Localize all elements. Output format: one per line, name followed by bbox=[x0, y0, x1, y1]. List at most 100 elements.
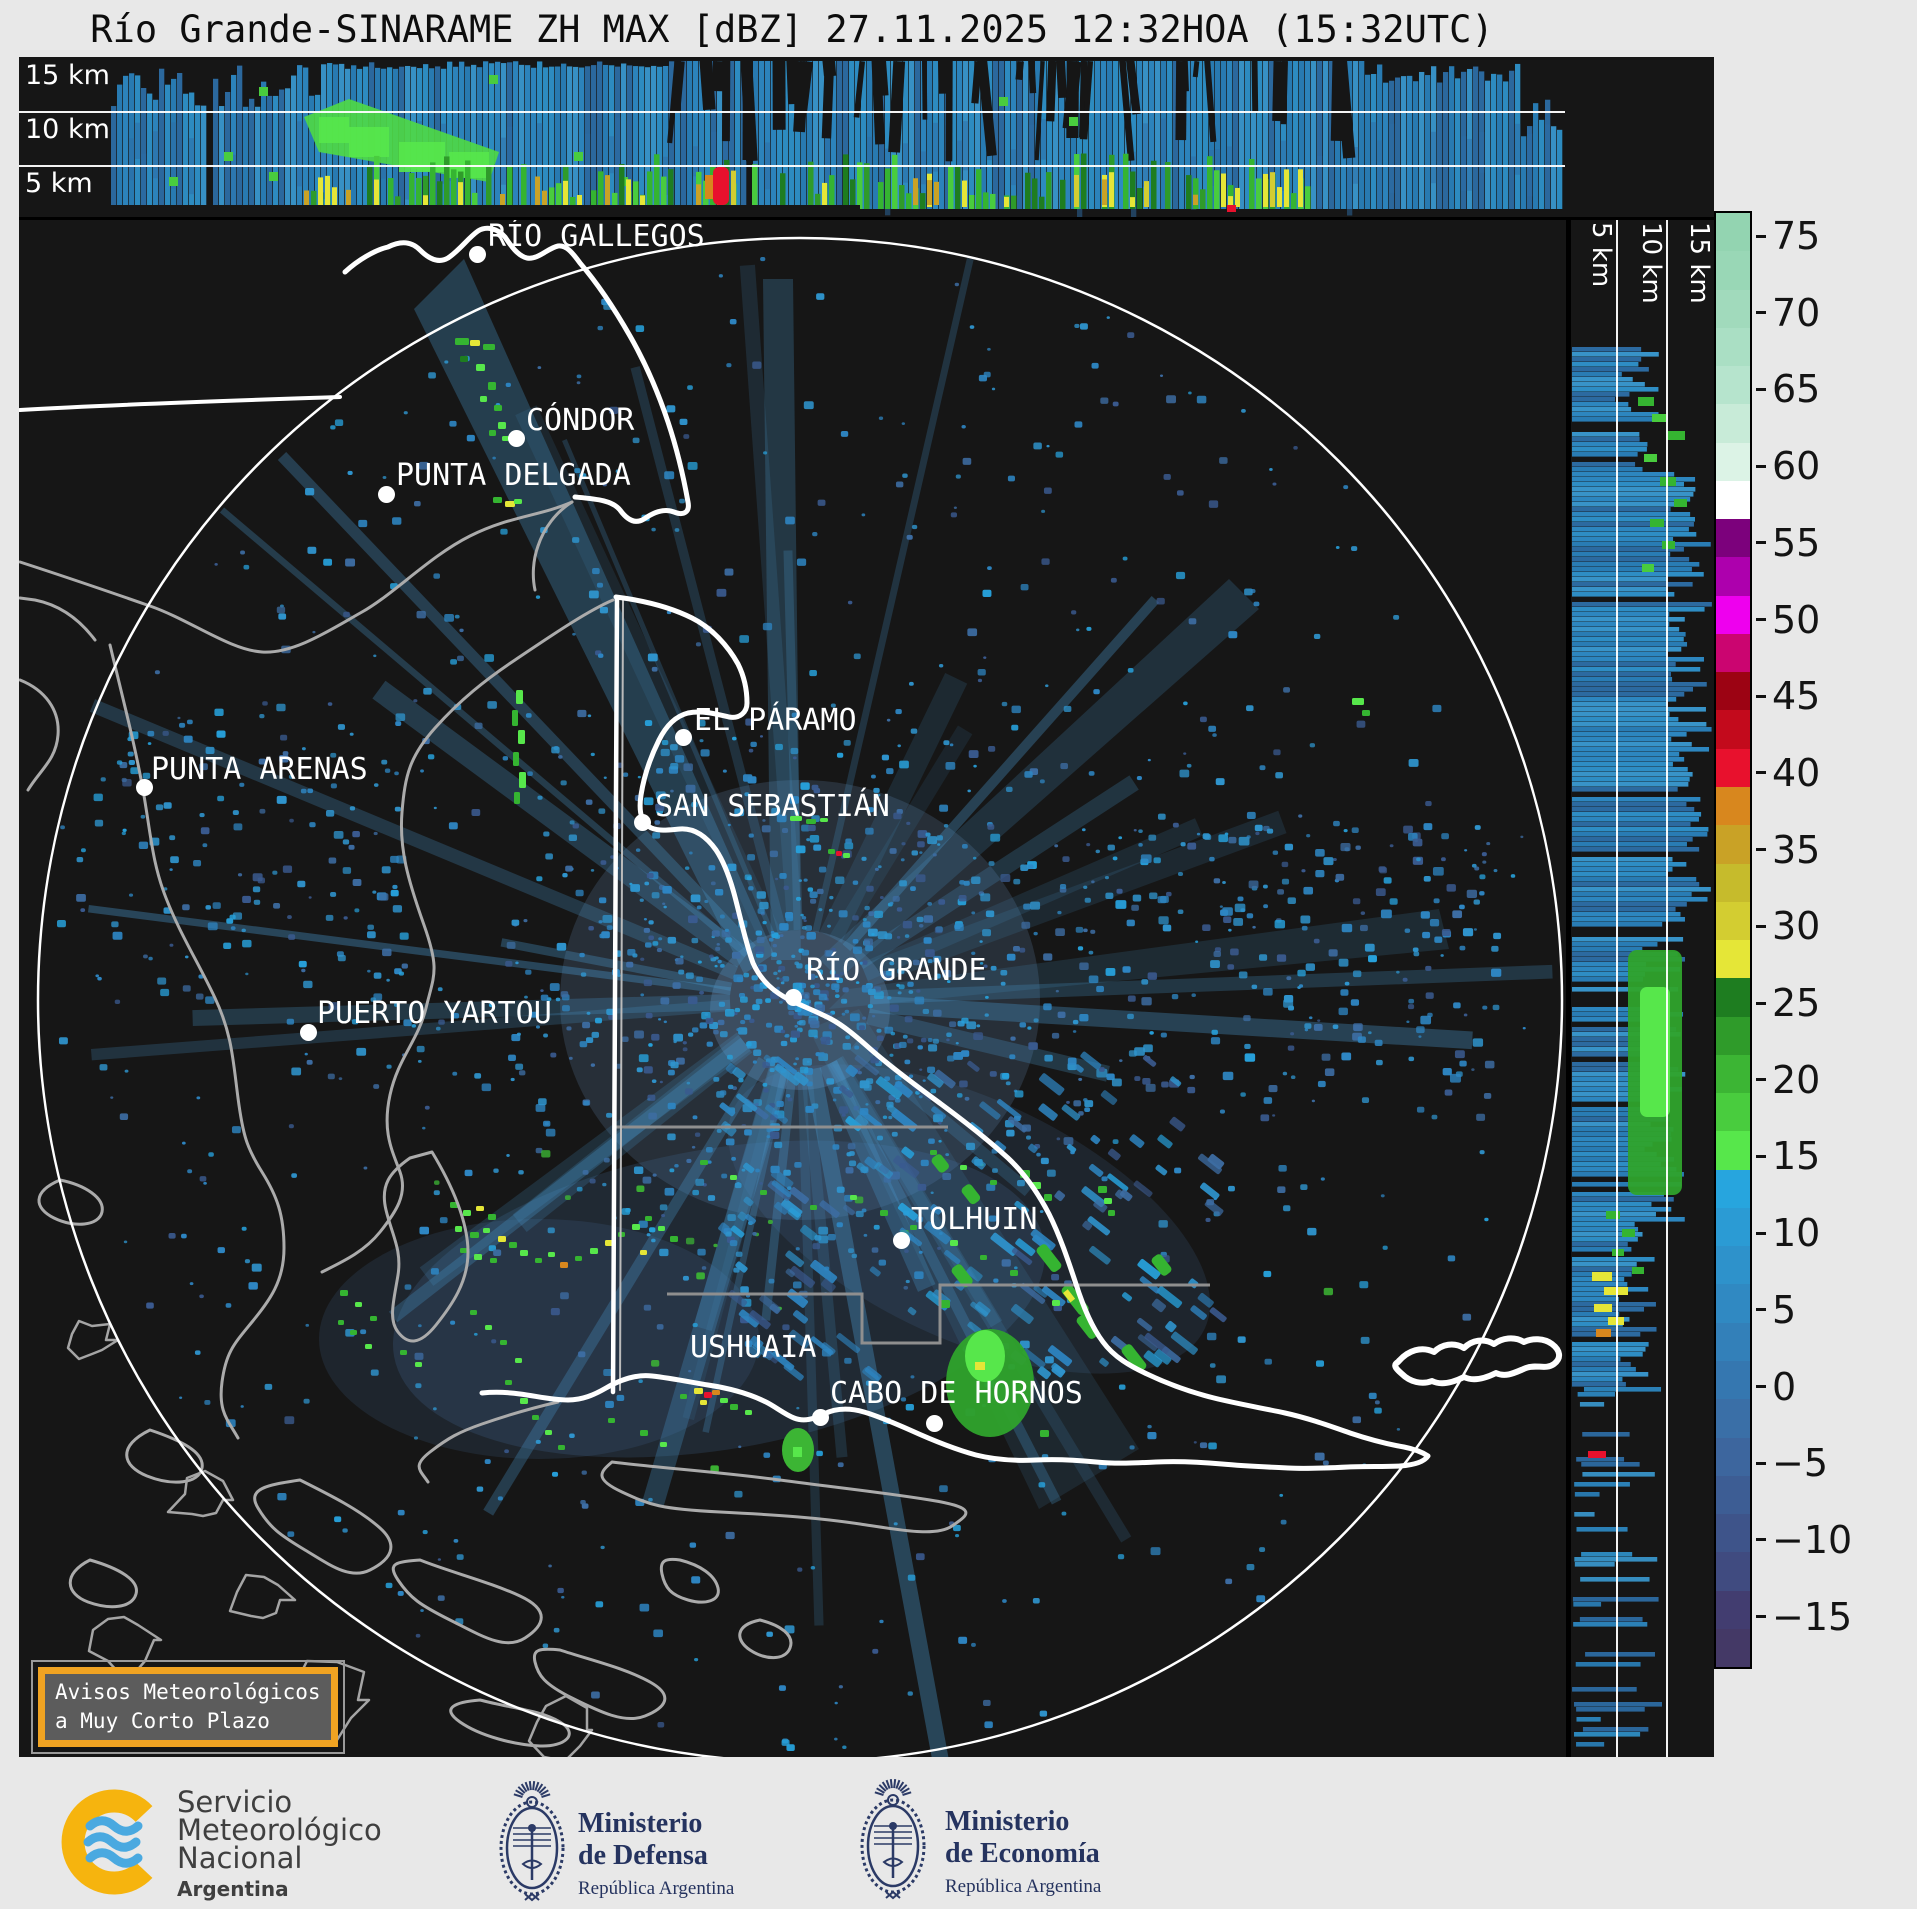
colorbar-tickmark bbox=[1756, 1461, 1766, 1465]
ministry-defensa-wordmark: Ministerio de Defensa República Argentin… bbox=[578, 1808, 734, 1900]
colorbar-tickmark bbox=[1756, 1001, 1766, 1005]
city-label: CABO DE HORNOS bbox=[830, 1376, 1083, 1411]
colorbar-tick-label: 65 bbox=[1772, 367, 1821, 412]
colorbar-tick-label: 75 bbox=[1772, 214, 1821, 258]
smn-line: Meteorológico bbox=[177, 1813, 382, 1847]
colorbar-tickmark bbox=[1756, 1154, 1766, 1158]
colorbar-segment bbox=[1716, 1552, 1750, 1591]
panel-divider bbox=[1566, 219, 1571, 1757]
ministry-line: de Economía bbox=[945, 1838, 1100, 1869]
colorbar-segment bbox=[1716, 978, 1750, 1017]
city-dot bbox=[675, 729, 692, 746]
colorbar-segment bbox=[1716, 940, 1750, 979]
colorbar-tick-label: 70 bbox=[1772, 290, 1821, 335]
colorbar-segment bbox=[1716, 1093, 1750, 1132]
smn-wordmark: Servicio Meteorológico Nacional Argentin… bbox=[177, 1788, 382, 1902]
ministry-line: Ministerio bbox=[945, 1806, 1070, 1837]
ministry-country: República Argentina bbox=[945, 1876, 1102, 1897]
colorbar-segment bbox=[1716, 1169, 1750, 1208]
colorbar-segment bbox=[1716, 633, 1750, 673]
colorbar-tickmark bbox=[1756, 771, 1766, 775]
colorbar-segment bbox=[1716, 327, 1750, 367]
colorbar-tick-label: −10 bbox=[1772, 1517, 1853, 1562]
altitude-label-5km: 5 km bbox=[25, 168, 93, 199]
altitude-gridline-10km bbox=[1666, 219, 1668, 1757]
city-dot bbox=[785, 989, 802, 1006]
altitude-label-5km: 5 km bbox=[1586, 222, 1616, 288]
coat-of-arms-icon bbox=[860, 1779, 926, 1900]
colorbar-tickmark bbox=[1756, 541, 1766, 545]
colorbar-tickmark bbox=[1756, 1078, 1766, 1082]
colorbar-tick-label: 50 bbox=[1772, 597, 1821, 642]
colorbar-tick-label: 20 bbox=[1772, 1057, 1821, 1102]
colorbar-segment bbox=[1716, 1514, 1750, 1553]
colorbar-segment bbox=[1716, 1016, 1750, 1055]
smn-line: Nacional bbox=[177, 1841, 303, 1875]
city-dot bbox=[508, 430, 525, 447]
reflectivity-colorbar bbox=[1714, 211, 1752, 1669]
city-label: USHUAIA bbox=[690, 1330, 817, 1365]
ns-cross-section-panel bbox=[1572, 219, 1714, 1757]
radar-map-image bbox=[19, 225, 1564, 1757]
colorbar-segment bbox=[1716, 1360, 1750, 1400]
colorbar-tickmark bbox=[1756, 1231, 1766, 1235]
colorbar-tick-label: 25 bbox=[1772, 981, 1821, 1025]
range-ring-circle bbox=[36, 236, 1564, 1757]
colorbar-segment bbox=[1716, 1437, 1750, 1476]
city-dot bbox=[300, 1024, 317, 1041]
city-label: SAN SEBASTIÁN bbox=[655, 789, 890, 824]
colorbar-tickmark bbox=[1756, 464, 1766, 468]
colorbar-segment bbox=[1716, 1590, 1750, 1629]
smn-logo-icon bbox=[61, 1789, 153, 1895]
radar-map-panel: RÍO GALLEGOS CÓNDOR PUNTA DELGADA PUNTA ARE… bbox=[19, 219, 1565, 1757]
colorbar-tick-label: 5 bbox=[1772, 1287, 1797, 1332]
city-label: PUNTA DELGADA bbox=[396, 458, 631, 493]
colorbar-tickmark bbox=[1756, 1538, 1766, 1542]
colorbar-tick-label: 55 bbox=[1772, 520, 1821, 565]
colorbar-segment bbox=[1716, 748, 1750, 787]
ns-cross-section-echoes bbox=[1572, 347, 1712, 1747]
colorbar-tick-label: 15 bbox=[1772, 1134, 1821, 1179]
colorbar-segment bbox=[1716, 1628, 1750, 1668]
colorbar-tickmark bbox=[1756, 848, 1766, 852]
colorbar-segment bbox=[1716, 404, 1750, 443]
colorbar-tickmark bbox=[1756, 1385, 1766, 1388]
city-label: PUERTO YARTOU bbox=[317, 996, 552, 1031]
ew-cross-section-panel: 15 km 10 km 5 km bbox=[19, 57, 1565, 217]
city-dot bbox=[634, 814, 651, 831]
colorbar-segment bbox=[1716, 901, 1750, 941]
colorbar-tick-label: 10 bbox=[1772, 1211, 1821, 1256]
colorbar-tickmark bbox=[1756, 694, 1766, 698]
colorbar-segment bbox=[1716, 595, 1750, 634]
colorbar-tick-label: 45 bbox=[1772, 674, 1821, 719]
altitude-gridline-5km bbox=[19, 165, 1565, 167]
warning-box[interactable]: Avisos Meteorológicos a Muy Corto Plazo bbox=[31, 1660, 345, 1754]
city-label: RÍO GALLEGOS bbox=[488, 219, 705, 254]
argentina-chile-border bbox=[610, 595, 620, 1395]
colorbar-segment bbox=[1716, 825, 1750, 864]
altitude-gridline-10km bbox=[19, 111, 1565, 113]
colorbar-tick-label: 60 bbox=[1772, 444, 1821, 489]
colorbar-tickmark bbox=[1756, 924, 1766, 928]
colorbar-segment bbox=[1716, 710, 1750, 749]
city-dot bbox=[469, 246, 486, 263]
warning-line-2: a Muy Corto Plazo bbox=[55, 1709, 270, 1733]
colorbar-tickmark bbox=[1756, 1615, 1766, 1619]
colorbar-tickmark bbox=[1756, 387, 1766, 391]
altitude-label-10km: 10 km bbox=[25, 114, 110, 145]
colorbar-tick-label: 40 bbox=[1772, 750, 1821, 795]
colorbar-tickmark bbox=[1756, 234, 1766, 238]
colorbar-segment bbox=[1716, 1399, 1750, 1438]
city-dot bbox=[812, 1409, 829, 1426]
colorbar-segment bbox=[1716, 366, 1750, 405]
page-title: Río Grande-SINARAME ZH MAX [dBZ] 27.11.2… bbox=[90, 8, 1494, 51]
chile-coastline bbox=[19, 500, 968, 1748]
city-dot bbox=[893, 1232, 910, 1249]
colorbar-segment bbox=[1716, 519, 1750, 558]
colorbar-tick-label: 30 bbox=[1772, 904, 1821, 949]
colorbar-tick-label: 0 bbox=[1772, 1364, 1797, 1409]
ew-cross-section-echoes bbox=[105, 59, 1563, 217]
smn-country: Argentina bbox=[177, 1877, 289, 1901]
altitude-label-15km: 15 km bbox=[1684, 222, 1714, 304]
